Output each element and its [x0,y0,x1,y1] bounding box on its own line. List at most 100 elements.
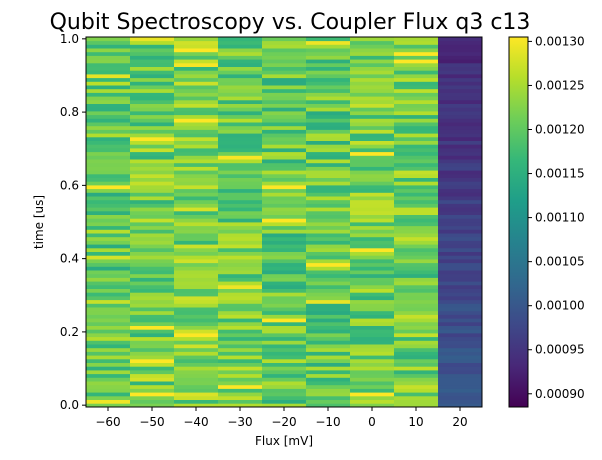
heatmap-cell [438,192,483,197]
heatmap-cell [130,185,175,190]
heatmap-cell [306,340,351,345]
heatmap-cell [218,307,263,312]
y-tick-label: 0.8 [60,105,79,119]
heatmap-cell [262,122,307,127]
heatmap-cell [86,133,131,138]
heatmap-cell [130,329,175,334]
heatmap-cell [394,181,439,186]
heatmap-cell [350,107,395,112]
heatmap-cell [350,262,395,267]
heatmap-cell [394,159,439,164]
heatmap-cell [218,266,263,271]
heatmap-cell [306,55,351,60]
heatmap-cell [394,307,439,312]
heatmap-cell [262,273,307,278]
heatmap-cell [394,155,439,160]
heatmap-cell [86,62,131,67]
y-tick-label: 0.0 [60,398,79,412]
heatmap-cell [262,203,307,208]
heatmap-cell [218,107,263,112]
heatmap-cell [86,111,131,116]
heatmap-cell [438,299,483,304]
heatmap-cell [86,362,131,367]
heatmap-cell [174,70,219,75]
heatmap-cell [262,59,307,64]
heatmap-cell [86,288,131,293]
heatmap-cell [174,370,219,375]
heatmap-cell [218,99,263,104]
heatmap-cell [306,347,351,352]
heatmap-cell [174,177,219,182]
heatmap-cell [218,203,263,208]
heatmap-cell [438,173,483,178]
heatmap-cell [306,122,351,127]
heatmap-cell [86,48,131,53]
heatmap-cell [130,96,175,101]
heatmap-cell [174,344,219,349]
heatmap-cell [350,51,395,56]
heatmap-cell [86,262,131,267]
heatmap-cell [218,303,263,308]
heatmap-cell [438,340,483,345]
heatmap-cell [262,296,307,301]
heatmap-cell [350,151,395,156]
heatmap-cell [86,247,131,252]
heatmap-cell [130,207,175,212]
heatmap-cell [438,151,483,156]
heatmap-cell [306,381,351,386]
chart-title: Qubit Spectroscopy vs. Coupler Flux q3 c… [50,10,531,35]
heatmap-cell [262,170,307,175]
heatmap-cell [306,177,351,182]
heatmap-cell [130,262,175,267]
heatmap-cell [174,333,219,338]
heatmap-cell [174,96,219,101]
heatmap-cell [174,321,219,326]
heatmap-cell [130,277,175,282]
heatmap-cell [438,59,483,64]
heatmap-cell [130,118,175,123]
heatmap-cell [306,118,351,123]
heatmap-cell [306,111,351,116]
heatmap-cell [130,403,175,408]
heatmap-cell [218,358,263,363]
heatmap-cell [262,107,307,112]
heatmap-cell [86,225,131,230]
heatmap-cell [438,92,483,97]
heatmap-cell [174,266,219,271]
heatmap-cell [218,173,263,178]
heatmap-cell [218,37,263,42]
heatmap-cell [394,262,439,267]
heatmap-cell [306,303,351,308]
heatmap-cell [174,173,219,178]
heatmap-cell [350,140,395,145]
heatmap-cell [394,111,439,116]
heatmap-cell [262,236,307,241]
heatmap-cell [86,159,131,164]
heatmap-cell [218,281,263,286]
heatmap-cell [174,255,219,260]
heatmap-cell [394,255,439,260]
heatmap-cell [394,381,439,386]
heatmap-cell [306,210,351,215]
heatmap-cell [130,162,175,167]
heatmap-cell [218,136,263,141]
heatmap-cell [218,233,263,238]
heatmap-cell [218,329,263,334]
heatmap-cell [438,318,483,323]
heatmap-cell [174,207,219,212]
heatmap-cell [438,233,483,238]
heatmap-cell [350,225,395,230]
heatmap-cell [262,314,307,319]
heatmap-cell [130,203,175,208]
heatmap-cell [438,351,483,356]
heatmap-cell [130,181,175,186]
heatmap-cell [218,155,263,160]
heatmap-cell [306,70,351,75]
heatmap-cell [218,277,263,282]
heatmap-cell [394,129,439,134]
heatmap-cell [350,148,395,153]
heatmap-cell [394,40,439,45]
heatmap-cell [306,273,351,278]
heatmap-cell [306,373,351,378]
heatmap-cell [86,103,131,108]
